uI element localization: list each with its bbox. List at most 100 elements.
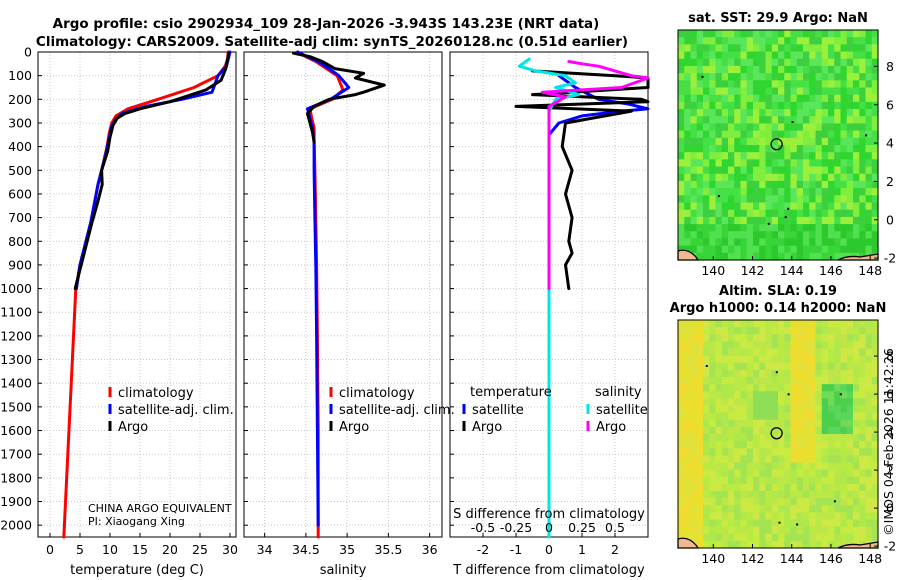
- map-cell: [721, 483, 729, 492]
- map-cell: [759, 87, 767, 96]
- map-cell: [815, 434, 823, 442]
- map-cell: [728, 80, 735, 89]
- map-cell: [821, 512, 829, 521]
- map-cell: [746, 355, 754, 364]
- map-cell: [796, 476, 804, 485]
- map-cell: [828, 180, 835, 189]
- map-cell: [790, 51, 798, 60]
- map-cell: [728, 377, 735, 385]
- island-dot: [839, 393, 842, 396]
- map-y-tick-label: 0: [886, 501, 894, 516]
- map-cell: [740, 398, 748, 407]
- map-cell: [859, 224, 867, 232]
- map-cell: [759, 224, 767, 232]
- map-cell: [765, 231, 773, 240]
- map-cell: [803, 87, 810, 96]
- map-cell: [778, 448, 785, 456]
- map-cell: [790, 80, 798, 89]
- map-cell: [709, 73, 717, 81]
- map-cell: [734, 512, 742, 521]
- map-cell: [703, 224, 710, 232]
- map-cell: [734, 101, 742, 110]
- map-cell: [821, 526, 829, 535]
- map-cell: [746, 498, 754, 506]
- map-cell: [796, 159, 804, 168]
- map-cell: [678, 130, 685, 139]
- map-cell: [778, 173, 785, 182]
- map-cell: [684, 87, 692, 96]
- map-cell: [771, 224, 779, 232]
- map-cell: [709, 65, 717, 74]
- map-cell: [765, 65, 773, 74]
- map-cell: [815, 441, 823, 449]
- map-cell: [790, 202, 798, 211]
- map-cell: [809, 238, 817, 247]
- map-cell: [746, 188, 754, 196]
- map-cell: [765, 188, 773, 196]
- map-cell: [803, 37, 810, 45]
- map-cell: [684, 384, 692, 392]
- map-cell: [740, 405, 748, 414]
- map-cell: [809, 188, 817, 196]
- map-cell: [834, 216, 842, 225]
- map-cell: [721, 426, 729, 435]
- map-x-tick-label: 142: [741, 263, 765, 278]
- map-cell: [784, 245, 792, 254]
- map-cell: [790, 252, 798, 261]
- map-cell: [846, 245, 854, 254]
- map-cell: [740, 384, 748, 392]
- map-cell: [828, 455, 835, 464]
- map-cell: [715, 412, 723, 421]
- map-cell: [821, 448, 829, 456]
- map-cell: [678, 441, 685, 449]
- map-cell: [690, 519, 698, 528]
- map-cell: [746, 327, 754, 335]
- map-cell: [840, 166, 848, 175]
- map-cell: [728, 405, 735, 414]
- watermark: ©IMOS 04-Feb-2026 11:42:26: [881, 348, 896, 536]
- map-cell: [703, 101, 710, 110]
- legend-label: satellite-adj. clim.: [118, 403, 234, 418]
- y-tick-label: 500: [8, 163, 32, 178]
- x-tick-label: -1: [510, 542, 522, 557]
- map-cell: [715, 476, 723, 485]
- map-cell: [715, 519, 723, 528]
- map-cell: [790, 369, 798, 378]
- map-cell: [740, 540, 748, 549]
- map-cell: [696, 341, 704, 350]
- map-cell: [859, 58, 867, 67]
- map-cell: [703, 348, 710, 357]
- map-cell: [828, 202, 835, 211]
- map-cell: [871, 483, 879, 492]
- map-cell: [678, 238, 685, 247]
- map-cell: [690, 526, 698, 535]
- map-cell: [740, 137, 748, 146]
- y-tick-label: 1600: [0, 423, 32, 438]
- map-cell: [703, 327, 710, 335]
- map-cell: [759, 491, 767, 499]
- map-cell: [784, 377, 792, 385]
- map-cell: [690, 209, 698, 218]
- map-cell: [690, 348, 698, 357]
- map-cell: [784, 469, 792, 478]
- map-cell: [721, 540, 729, 549]
- map-cell: [746, 533, 754, 542]
- map-cell: [734, 152, 742, 160]
- map-cell: [821, 173, 829, 182]
- map-cell: [853, 426, 860, 435]
- map-cell: [784, 434, 792, 442]
- map-cell: [859, 173, 867, 182]
- map-cell: [765, 498, 773, 506]
- map-cell: [821, 216, 829, 225]
- map-cell: [853, 209, 860, 218]
- map-cell: [678, 137, 685, 146]
- map-cell: [715, 145, 723, 153]
- map-cell: [746, 526, 754, 535]
- x-tick-label: 10: [102, 542, 118, 557]
- map-cell: [703, 37, 710, 45]
- map-cell: [690, 245, 698, 254]
- map-cell: [815, 195, 823, 204]
- map-cell: [803, 320, 810, 328]
- map-cell: [728, 152, 735, 160]
- map-cell: [709, 441, 717, 449]
